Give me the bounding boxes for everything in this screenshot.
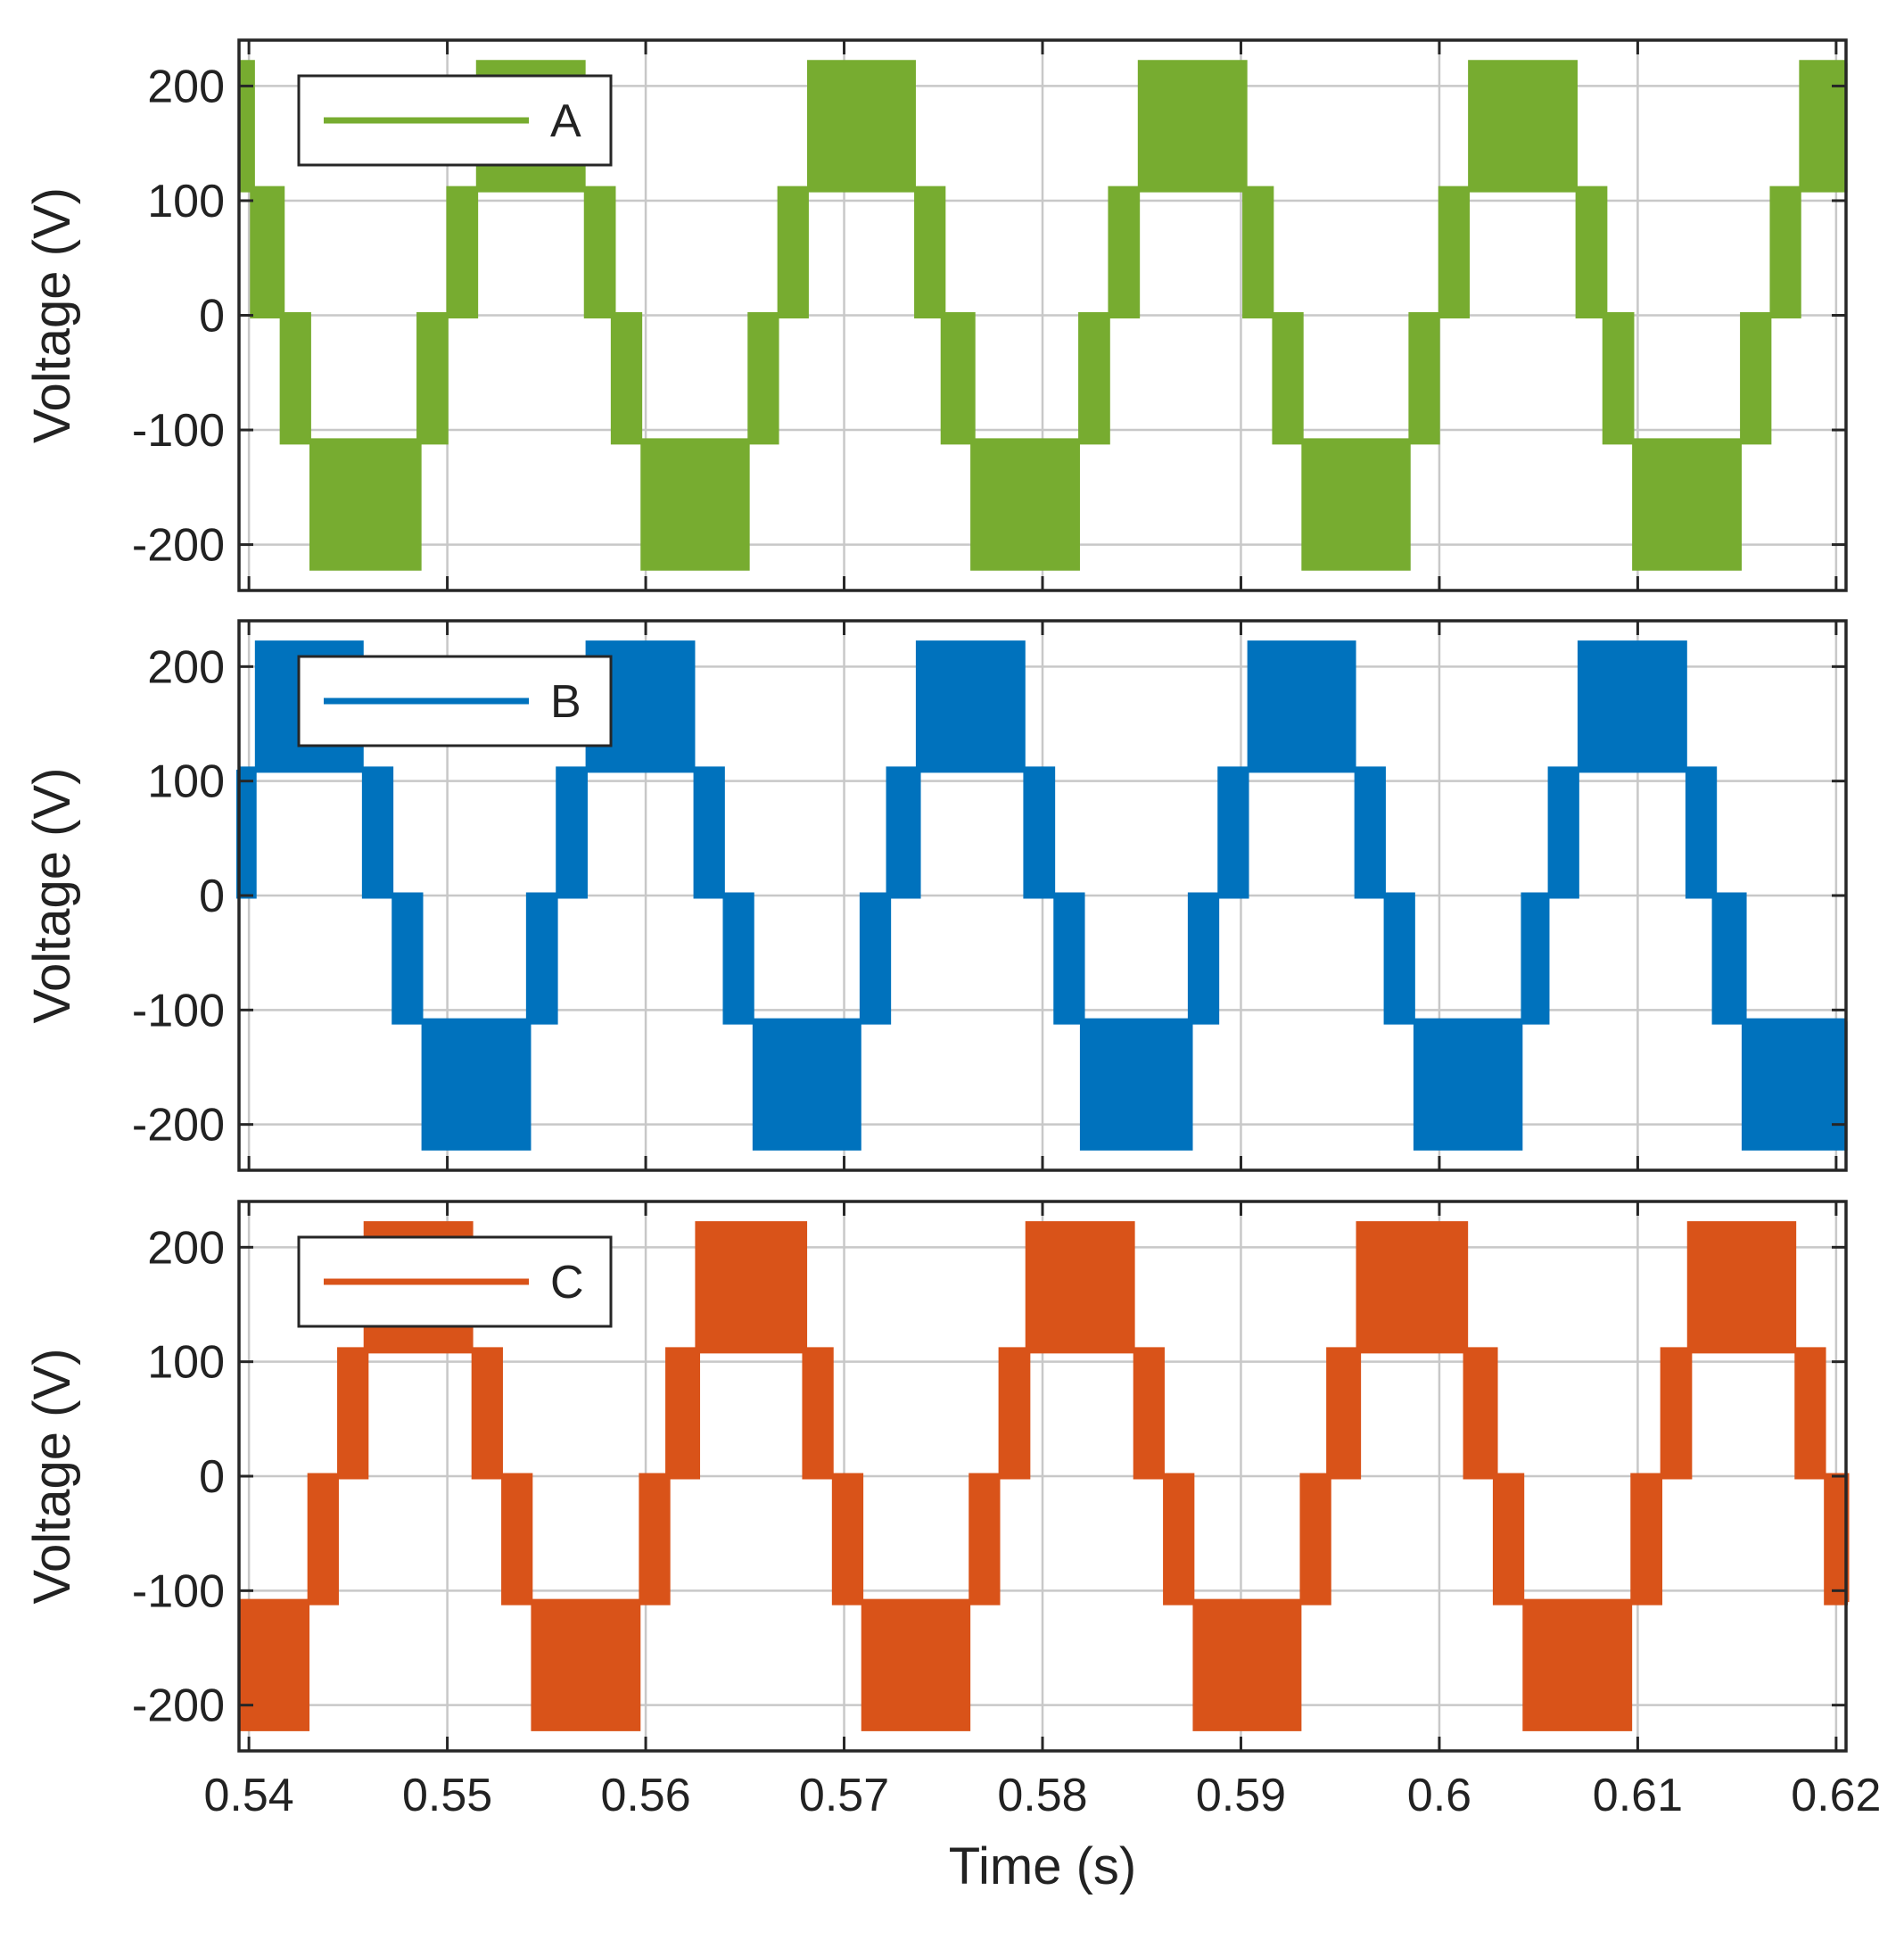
y-tick-label: 200 bbox=[147, 1222, 225, 1274]
panel-a: 200 100 0 -100 -200 Voltage (V) A bbox=[23, 38, 1848, 592]
x-tick-label: 0.58 bbox=[997, 1770, 1087, 1821]
y-tick-label: 100 bbox=[147, 1337, 225, 1389]
series-line-b bbox=[235, 640, 1848, 1151]
y-tick-label: 0 bbox=[199, 291, 225, 343]
legend: C bbox=[297, 1235, 613, 1328]
legend: A bbox=[297, 74, 613, 167]
y-tick-label: -100 bbox=[132, 985, 225, 1036]
y-tick-label: -200 bbox=[132, 1100, 225, 1152]
y-tick-label: 200 bbox=[147, 641, 225, 693]
y-tick-label: 100 bbox=[147, 176, 225, 227]
y-tick-label: -100 bbox=[132, 405, 225, 457]
x-axis-label: Time (s) bbox=[949, 1837, 1136, 1895]
panel-c: 200 100 0 -100 -200 Voltage (V) C bbox=[23, 1200, 1850, 1753]
series-line-c bbox=[238, 1221, 1850, 1731]
y-axis-label: Voltage (V) bbox=[23, 187, 81, 443]
legend-label: A bbox=[550, 95, 581, 147]
x-tick-label: 0.61 bbox=[1593, 1770, 1683, 1821]
y-tick-label: 0 bbox=[199, 1451, 225, 1503]
x-tick-label: 0.62 bbox=[1791, 1770, 1881, 1821]
legend-label: C bbox=[550, 1257, 584, 1308]
x-tick-label: 0.55 bbox=[402, 1770, 492, 1821]
x-tick-label: 0.57 bbox=[799, 1770, 889, 1821]
y-tick-label: -200 bbox=[132, 520, 225, 572]
y-tick-label: -100 bbox=[132, 1565, 225, 1617]
y-axis-label: Voltage (V) bbox=[23, 768, 81, 1024]
x-tick-label: 0.56 bbox=[600, 1770, 690, 1821]
y-tick-label: 200 bbox=[147, 61, 225, 112]
legend-label: B bbox=[550, 676, 581, 728]
legend: B bbox=[297, 655, 613, 747]
x-tick-label: 0.6 bbox=[1407, 1770, 1471, 1821]
y-tick-label: -200 bbox=[132, 1680, 225, 1732]
x-tick-label: 0.59 bbox=[1196, 1770, 1286, 1821]
series-line-a bbox=[237, 60, 1848, 571]
x-axis: 0.54 0.55 0.56 0.57 0.58 0.59 0.6 0.61 0.62 Time … bbox=[204, 1770, 1882, 1895]
panel-b: 200 100 0 -100 -200 Voltage (V) B bbox=[23, 619, 1848, 1172]
panels: 200 100 0 -100 -200 Voltage (V) A 200 100 0 -100 -2… bbox=[23, 38, 1850, 1753]
y-tick-label: 100 bbox=[147, 756, 225, 808]
x-tick-label: 0.54 bbox=[204, 1770, 294, 1821]
y-axis-label: Voltage (V) bbox=[23, 1349, 81, 1605]
y-tick-label: 0 bbox=[199, 871, 225, 922]
